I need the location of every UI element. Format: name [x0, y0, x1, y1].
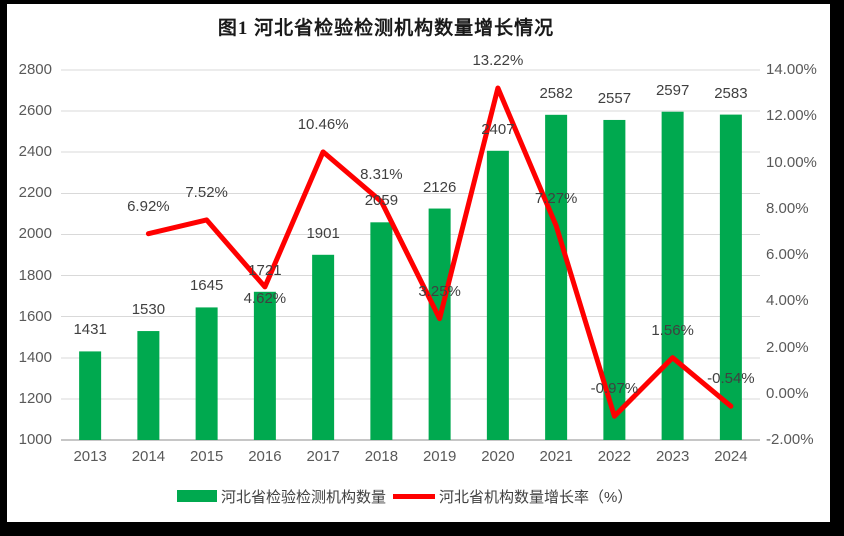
- bar-2023: [661, 111, 684, 440]
- bar-2018: [370, 222, 393, 440]
- bar-2015: [195, 307, 218, 440]
- legend-label-bars: 河北省检验检测机构数量: [221, 488, 387, 506]
- legend-label-line: 河北省机构数量增长率（%）: [439, 488, 633, 506]
- bar-2017: [312, 254, 335, 440]
- bar-2022: [603, 119, 626, 440]
- bar-2013: [79, 351, 102, 440]
- bar-series: [79, 111, 742, 441]
- legend-line-swatch-icon: [393, 493, 436, 499]
- bar-2016: [253, 291, 276, 440]
- bar-2024: [719, 114, 742, 440]
- bar-2019: [428, 208, 451, 440]
- bar-2021: [545, 114, 568, 441]
- bar-2020: [486, 150, 509, 441]
- chart-title: 图1 河北省检验检测机构数量增长情况: [217, 18, 555, 39]
- legend-bar-swatch-icon: [177, 490, 217, 502]
- legend: 河北省检验检测机构数量 河北省机构数量增长率（%）: [177, 487, 633, 506]
- bar-2014: [137, 331, 160, 440]
- growth-line: [145, 85, 734, 419]
- gridlines: [61, 69, 760, 441]
